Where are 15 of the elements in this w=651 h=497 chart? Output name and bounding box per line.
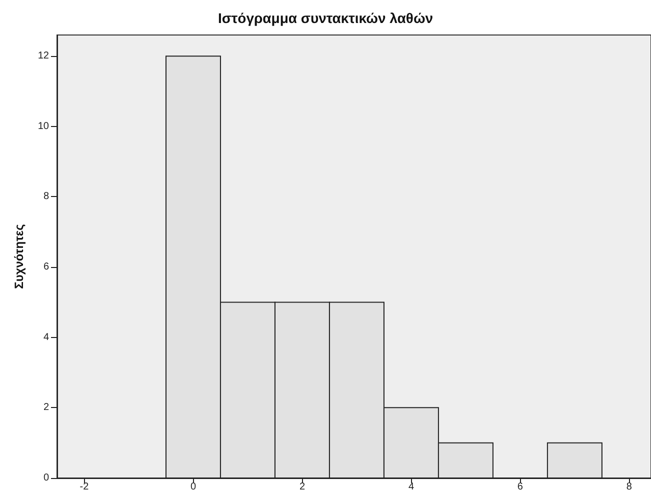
x-tick-label: 8: [626, 482, 632, 492]
y-tick-label: 2: [43, 402, 50, 414]
y-tick-label: 12: [38, 50, 50, 62]
y-axis-title: Συχνότητες: [12, 224, 26, 289]
y-tick-label: 4: [43, 332, 50, 343]
y-tick-label: 8: [43, 191, 50, 202]
x-tick-label: 2: [299, 482, 306, 492]
chart-title: Ιστόγραμμα συντακτικών λαθών: [218, 10, 434, 26]
x-tick-label: -2: [80, 482, 90, 492]
x-tick-label: 4: [408, 482, 414, 492]
y-tick-label: 6: [43, 262, 50, 273]
y-tick-label: 10: [38, 120, 50, 132]
y-tick-label: 0: [43, 472, 50, 484]
x-tick-label: 6: [517, 482, 524, 492]
x-tick-label: 0: [190, 482, 196, 492]
